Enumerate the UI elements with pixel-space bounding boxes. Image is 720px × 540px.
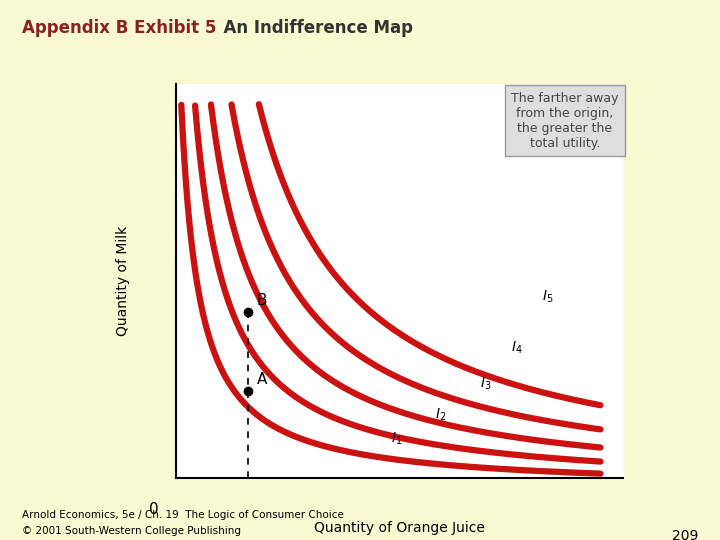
Text: $\it{I}_2$: $\it{I}_2$ [436, 407, 446, 423]
Text: Appendix B Exhibit 5: Appendix B Exhibit 5 [22, 19, 216, 37]
Text: © 2001 South-Western College Publishing: © 2001 South-Western College Publishing [22, 526, 240, 537]
Text: B: B [257, 293, 267, 308]
Text: Quantity of Milk: Quantity of Milk [116, 226, 130, 336]
Text: An Indifference Map: An Indifference Map [212, 19, 413, 37]
Text: 209: 209 [672, 529, 698, 540]
Text: Quantity of Orange Juice: Quantity of Orange Juice [314, 521, 485, 535]
Text: 0: 0 [149, 502, 159, 517]
Text: $\it{I}_1$: $\it{I}_1$ [391, 430, 402, 447]
Text: $\it{I}_5$: $\it{I}_5$ [542, 289, 554, 305]
Text: $\it{I}_4$: $\it{I}_4$ [511, 340, 523, 356]
Text: The farther away
from the origin,
the greater the
total utility.: The farther away from the origin, the gr… [511, 92, 618, 150]
Text: A: A [257, 372, 267, 387]
Text: Arnold Economics, 5e / Ch. 19  The Logic of Consumer Choice: Arnold Economics, 5e / Ch. 19 The Logic … [22, 510, 343, 521]
Text: $\it{I}_3$: $\it{I}_3$ [480, 375, 492, 392]
